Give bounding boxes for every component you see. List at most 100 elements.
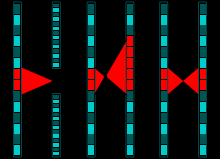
Bar: [200, 91, 206, 101]
Bar: [14, 124, 20, 134]
Bar: [53, 100, 59, 103]
Bar: [88, 124, 94, 134]
Bar: [127, 4, 133, 14]
Bar: [127, 69, 133, 79]
Bar: [53, 17, 59, 21]
Bar: [53, 27, 59, 30]
Bar: [14, 113, 20, 123]
Bar: [161, 25, 167, 35]
Bar: [161, 4, 167, 14]
Bar: [14, 102, 20, 112]
Bar: [53, 54, 59, 58]
Bar: [161, 145, 167, 155]
Bar: [14, 91, 20, 101]
Bar: [14, 47, 20, 57]
Bar: [200, 113, 206, 123]
Bar: [53, 45, 59, 48]
Bar: [127, 135, 133, 144]
Bar: [200, 58, 206, 68]
Bar: [53, 152, 59, 155]
Bar: [161, 113, 167, 123]
Bar: [127, 113, 133, 123]
Bar: [200, 36, 206, 46]
Bar: [53, 49, 59, 53]
Bar: [127, 47, 133, 57]
Bar: [161, 80, 167, 90]
Bar: [14, 36, 20, 46]
Bar: [88, 145, 94, 155]
Polygon shape: [95, 67, 105, 95]
Polygon shape: [21, 67, 53, 95]
Bar: [88, 15, 94, 24]
Bar: [53, 143, 59, 147]
Bar: [127, 124, 133, 134]
Bar: [161, 15, 167, 24]
Bar: [53, 104, 59, 107]
Polygon shape: [183, 67, 199, 95]
Bar: [127, 145, 133, 155]
Bar: [88, 36, 94, 46]
Bar: [53, 59, 59, 62]
Bar: [53, 8, 59, 12]
Bar: [200, 80, 206, 90]
Bar: [88, 58, 94, 68]
Bar: [88, 4, 94, 14]
Bar: [53, 40, 59, 44]
Bar: [88, 80, 94, 90]
Bar: [200, 102, 206, 112]
Bar: [14, 58, 20, 68]
Bar: [127, 102, 133, 112]
Bar: [53, 36, 59, 39]
Bar: [88, 91, 94, 101]
Bar: [200, 124, 206, 134]
Bar: [53, 108, 59, 112]
Bar: [14, 80, 20, 90]
Bar: [200, 15, 206, 24]
Bar: [53, 4, 59, 7]
Bar: [200, 145, 206, 155]
Bar: [14, 4, 20, 14]
Bar: [161, 36, 167, 46]
Bar: [53, 139, 59, 142]
Bar: [53, 31, 59, 35]
Bar: [127, 15, 133, 24]
Bar: [53, 63, 59, 67]
Bar: [14, 69, 20, 79]
Bar: [200, 25, 206, 35]
Bar: [127, 91, 133, 101]
Bar: [161, 135, 167, 144]
Bar: [200, 69, 206, 79]
Bar: [127, 80, 133, 90]
Bar: [161, 47, 167, 57]
Bar: [53, 121, 59, 125]
Bar: [127, 25, 133, 35]
Bar: [161, 58, 167, 68]
Bar: [14, 25, 20, 35]
Bar: [53, 135, 59, 138]
Bar: [200, 4, 206, 14]
Bar: [127, 58, 133, 68]
Bar: [88, 25, 94, 35]
Bar: [14, 135, 20, 144]
Bar: [53, 148, 59, 151]
Bar: [127, 36, 133, 46]
Bar: [161, 91, 167, 101]
Bar: [14, 15, 20, 24]
Bar: [53, 113, 59, 116]
Bar: [14, 145, 20, 155]
Bar: [88, 69, 94, 79]
Bar: [53, 22, 59, 26]
Bar: [53, 117, 59, 121]
Bar: [161, 69, 167, 79]
Polygon shape: [167, 67, 183, 95]
Bar: [88, 135, 94, 144]
Bar: [200, 135, 206, 144]
Bar: [53, 130, 59, 134]
Polygon shape: [105, 40, 126, 95]
Bar: [53, 95, 59, 99]
Bar: [88, 113, 94, 123]
Bar: [161, 124, 167, 134]
Bar: [161, 102, 167, 112]
Bar: [53, 126, 59, 129]
Bar: [88, 102, 94, 112]
